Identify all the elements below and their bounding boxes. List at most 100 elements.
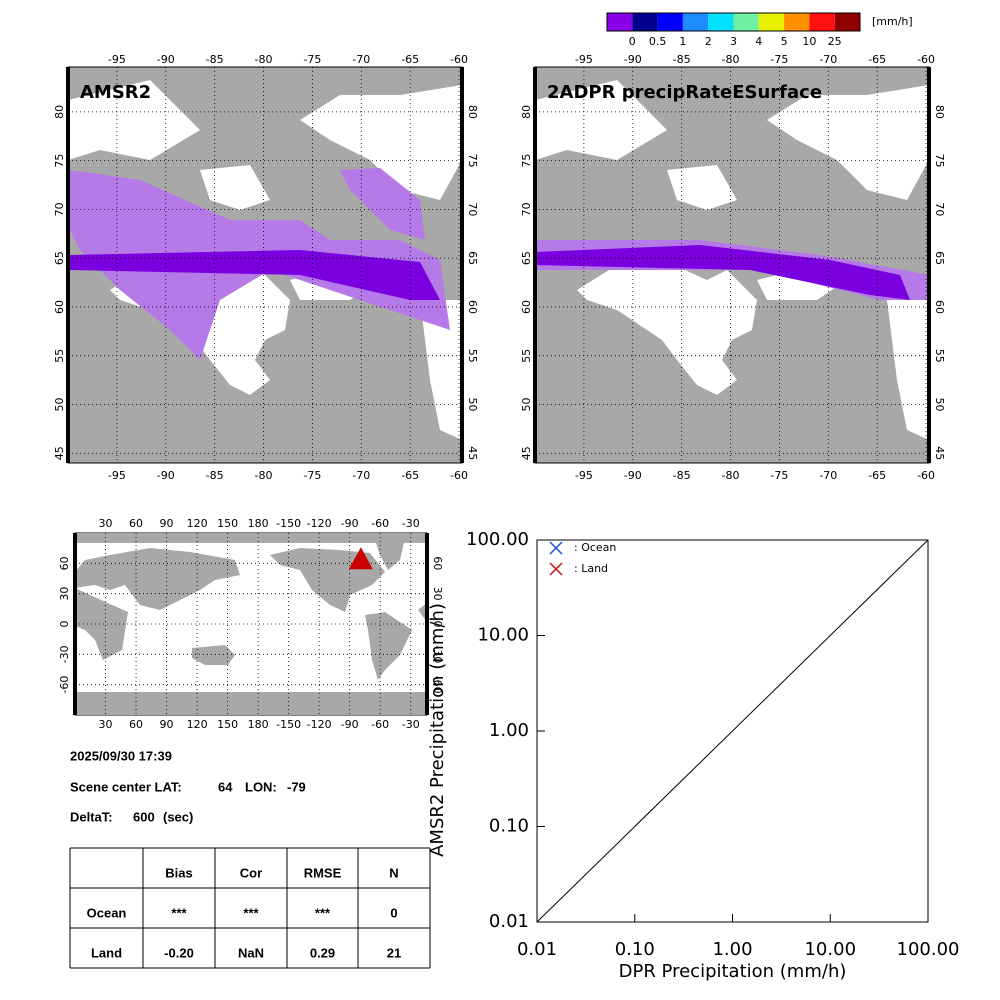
colorbar-label: 3 xyxy=(730,35,737,48)
y-tick-label: 10.00 xyxy=(477,625,529,646)
x-tick-label: -65 xyxy=(868,469,886,482)
y-tick-label: -60 xyxy=(431,676,444,694)
x-tick-label: 180 xyxy=(248,718,269,731)
y-tick-label: 45 xyxy=(466,446,479,460)
y-tick-label: 60 xyxy=(58,556,71,570)
x-tick-label: 10.00 xyxy=(804,939,856,960)
x-tick-label: -85 xyxy=(673,469,691,482)
x-tick-label: -95 xyxy=(108,53,126,66)
y-tick-label: 45 xyxy=(520,446,533,460)
y-tick-label: 75 xyxy=(933,154,946,168)
y-tick-label: 45 xyxy=(933,446,946,460)
y-tick-label: -30 xyxy=(58,645,71,663)
colorbar-label: 1 xyxy=(679,35,686,48)
y-tick-label: 60 xyxy=(431,556,444,570)
x-tick-label: -65 xyxy=(868,53,886,66)
x-tick-label: 120 xyxy=(187,718,208,731)
map-edge xyxy=(460,67,464,463)
colorbar-cell xyxy=(733,13,759,31)
colorbar-cell xyxy=(834,13,860,31)
y-axis-label: AMSR2 Precipitation (mm/h) xyxy=(427,603,448,857)
colorbar-label: 0 xyxy=(629,35,636,48)
table-header: N xyxy=(389,865,398,880)
y-tick-label: 1.00 xyxy=(489,720,529,741)
table-cell: *** xyxy=(315,905,331,920)
y-tick-label: 80 xyxy=(53,105,66,119)
x-tick-label: -80 xyxy=(255,469,273,482)
y-tick-label: 0.01 xyxy=(489,911,529,932)
precip-area xyxy=(340,168,425,240)
y-tick-label: 55 xyxy=(933,349,946,363)
colorbar-label: 2 xyxy=(705,35,712,48)
x-tick-label: 90 xyxy=(160,718,174,731)
y-tick-label: 65 xyxy=(933,251,946,265)
table-cell: 0 xyxy=(390,905,397,920)
table-header: Bias xyxy=(165,865,192,880)
y-tick-label: 60 xyxy=(933,300,946,314)
x-tick-label: -60 xyxy=(917,469,935,482)
y-tick-label: 55 xyxy=(53,349,66,363)
colorbar-label: 5 xyxy=(781,35,788,48)
y-tick-label: 75 xyxy=(520,154,533,168)
x-tick-label: 60 xyxy=(129,517,143,530)
colorbar-label: 25 xyxy=(828,35,842,48)
x-tick-label: -90 xyxy=(341,718,359,731)
y-tick-label: 80 xyxy=(933,105,946,119)
y-tick-label: 60 xyxy=(466,300,479,314)
precip-band xyxy=(535,245,910,300)
y-tick-label: 80 xyxy=(466,105,479,119)
precip-band xyxy=(70,250,440,300)
x-tick-label: 1.00 xyxy=(712,939,752,960)
x-tick-label: -150 xyxy=(276,517,301,530)
x-tick-label: -30 xyxy=(402,718,420,731)
x-tick-label: 100.00 xyxy=(897,939,960,960)
x-tick-label: -85 xyxy=(673,53,691,66)
x-tick-label: -90 xyxy=(341,517,359,530)
map-dpr xyxy=(533,66,931,464)
y-tick-label: 70 xyxy=(933,202,946,216)
y-tick-label: 50 xyxy=(933,397,946,411)
map-title: AMSR2 xyxy=(80,82,151,103)
x-tick-label: -95 xyxy=(575,53,593,66)
y-tick-label: 70 xyxy=(520,202,533,216)
y-tick-label: 70 xyxy=(53,202,66,216)
x-tick-label: -80 xyxy=(722,53,740,66)
colorbar-label: 4 xyxy=(755,35,762,48)
x-tick-label: 0.10 xyxy=(615,939,655,960)
scene-lat: 64 xyxy=(218,779,233,794)
x-tick-label: -60 xyxy=(371,718,389,731)
row-label: Ocean xyxy=(87,905,127,920)
x-tick-label: 120 xyxy=(187,517,208,530)
x-tick-label: -60 xyxy=(450,469,468,482)
y-tick-label: -60 xyxy=(58,676,71,694)
x-tick-label: -70 xyxy=(352,53,370,66)
y-tick-label: 100.00 xyxy=(466,529,529,550)
deltat-label: DeltaT: xyxy=(70,809,113,824)
y-tick-label: 65 xyxy=(53,251,66,265)
colorbar-cell xyxy=(632,13,658,31)
table-cell: *** xyxy=(243,905,259,920)
x-tick-label: -75 xyxy=(770,469,788,482)
colorbar-cell xyxy=(784,13,810,31)
x-axis-label: DPR Precipitation (mm/h) xyxy=(619,961,847,982)
colorbar-cell xyxy=(682,13,709,31)
legend-label: : Ocean xyxy=(574,541,616,554)
colorbar-cell xyxy=(708,13,734,31)
y-tick-label: 65 xyxy=(520,251,533,265)
table-cell: 21 xyxy=(387,945,401,960)
colorbar-label: 10 xyxy=(802,35,816,48)
y-tick-label: 50 xyxy=(520,397,533,411)
x-tick-label: -30 xyxy=(402,517,420,530)
map-edge xyxy=(66,67,70,463)
y-tick-label: 65 xyxy=(466,251,479,265)
table-header: Cor xyxy=(240,865,262,880)
y-tick-label: 30 xyxy=(58,587,71,601)
x-tick-label: -75 xyxy=(770,53,788,66)
x-tick-label: -70 xyxy=(819,469,837,482)
x-tick-label: -90 xyxy=(157,469,175,482)
x-tick-label: -60 xyxy=(371,517,389,530)
x-tick-label: 150 xyxy=(217,517,238,530)
x-tick-label: -65 xyxy=(401,469,419,482)
y-tick-label: 30 xyxy=(431,587,444,601)
